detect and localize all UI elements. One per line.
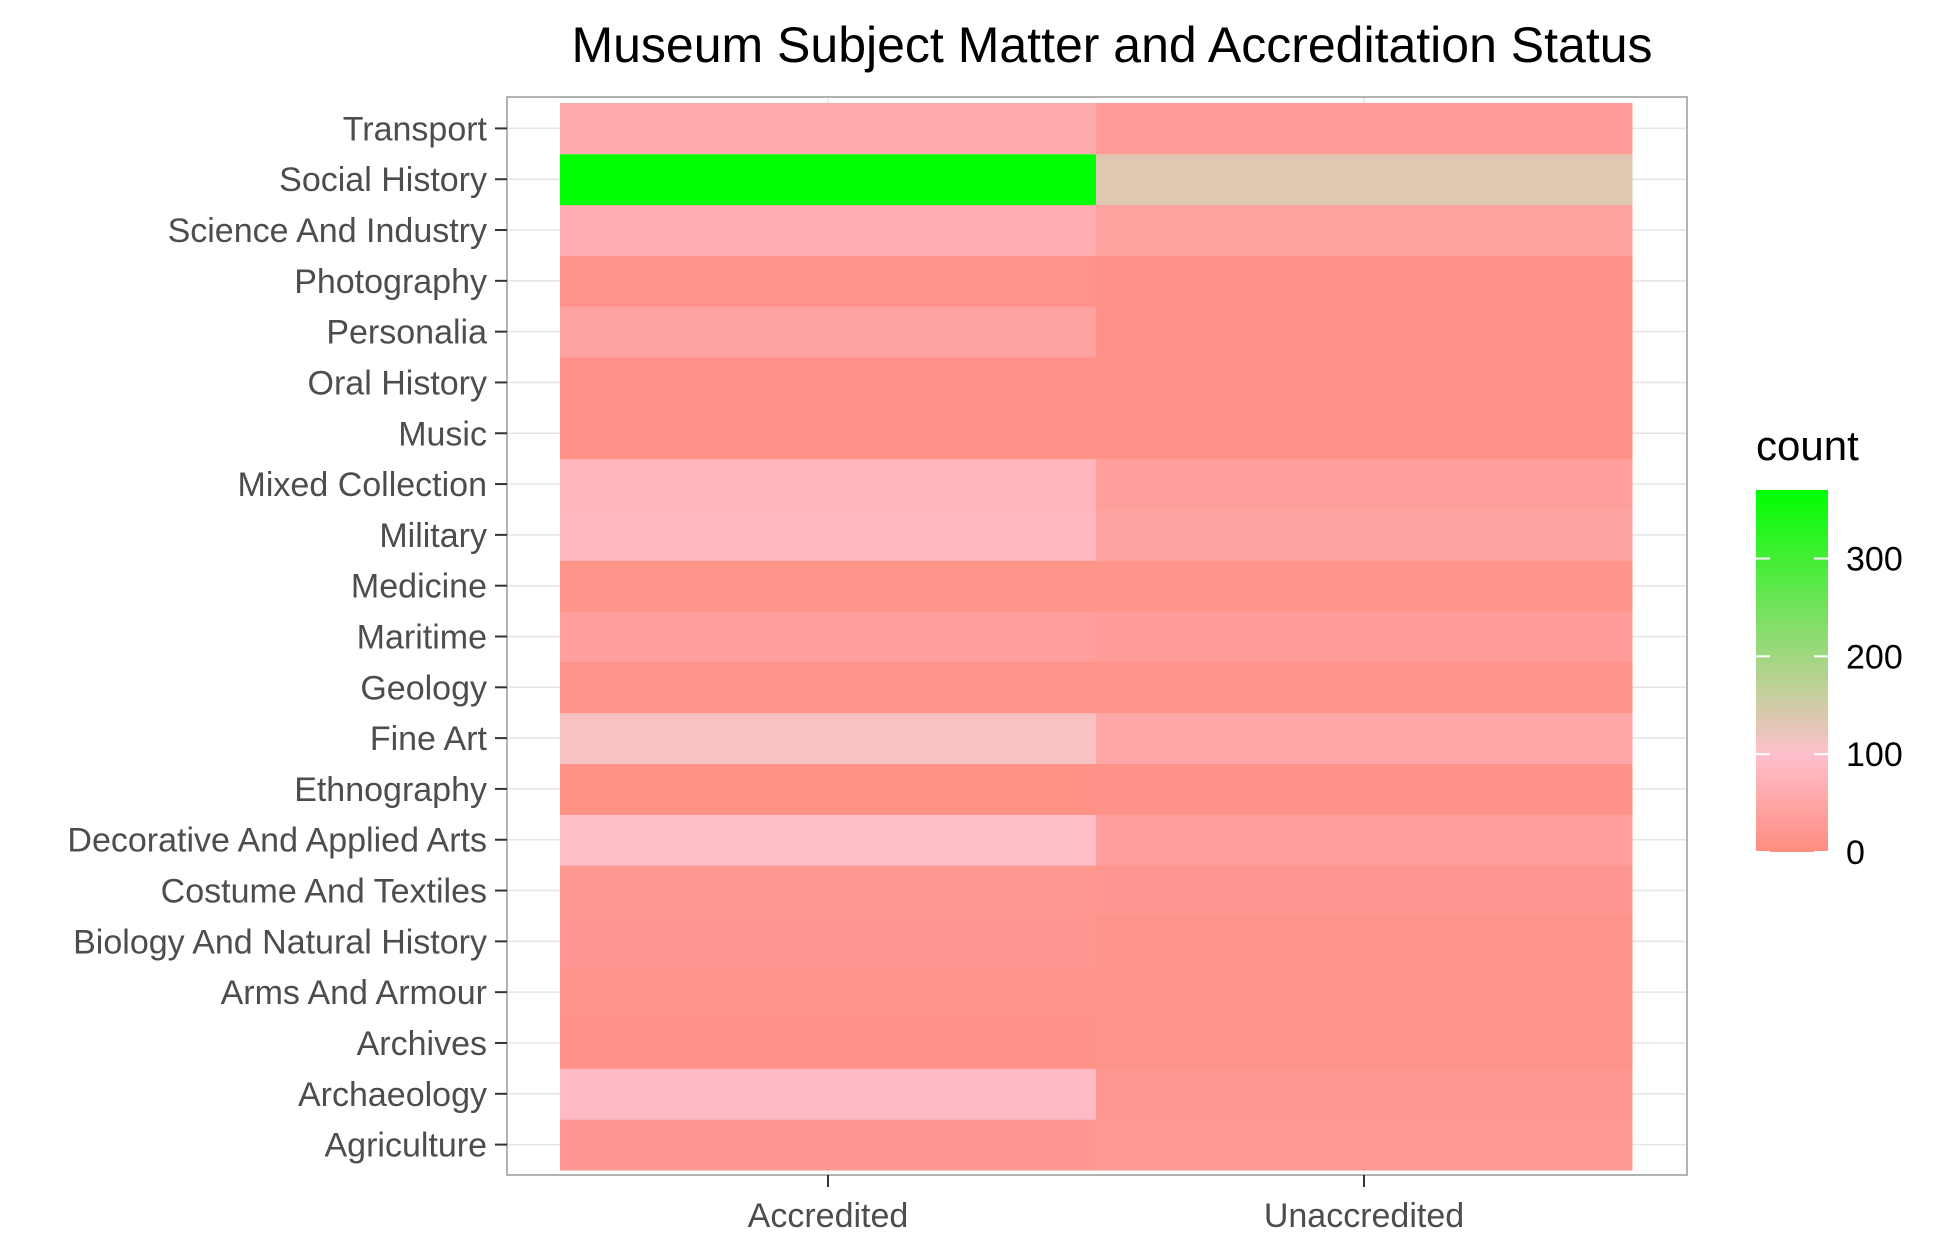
y-tick-label: Fine Art — [370, 720, 488, 758]
heatmap-tile-science-and-industry-unaccredited — [1096, 204, 1633, 256]
heatmap-tile-decorative-and-applied-arts-accredited — [560, 814, 1097, 866]
y-tick-label: Mixed Collection — [238, 466, 487, 504]
heatmap-tile-science-and-industry-accredited — [560, 204, 1097, 256]
y-tick-label: Agriculture — [324, 1127, 487, 1165]
heatmap-tile-geology-accredited — [560, 661, 1097, 714]
legend-tick-label: 300 — [1846, 540, 1903, 578]
heatmap-tile-decorative-and-applied-arts-unaccredited — [1096, 814, 1633, 866]
heatmap-tile-agriculture-accredited — [560, 1119, 1097, 1171]
heatmap-tile-fine-art-accredited — [560, 712, 1097, 765]
chart-title: Museum Subject Matter and Accreditation … — [571, 17, 1652, 73]
y-tick-label: Maritime — [357, 619, 487, 657]
y-tick-label: Medicine — [351, 568, 487, 606]
y-tick-label: Costume And Textiles — [161, 873, 487, 911]
heatmap-tile-photography-unaccredited — [1096, 255, 1633, 307]
legend-tick-label: 100 — [1846, 736, 1903, 774]
heatmap-tile-fine-art-unaccredited — [1096, 712, 1633, 765]
heatmap-tile-arms-and-armour-unaccredited — [1096, 966, 1633, 1019]
y-tick-label: Arms And Armour — [221, 974, 487, 1012]
legend-ticks: 0 100 200 300 — [1756, 540, 1903, 872]
y-tick-label: Social History — [279, 161, 487, 199]
legend-tick-label: 0 — [1846, 834, 1865, 872]
heatmap-tile-archives-unaccredited — [1096, 1017, 1633, 1069]
y-tick-label: Photography — [294, 263, 487, 301]
y-tick-label: Military — [379, 517, 487, 555]
heatmap-tile-mixed-collection-accredited — [560, 458, 1097, 510]
y-tick-label: Music — [398, 415, 487, 453]
heatmap-tile-ethnography-unaccredited — [1096, 763, 1633, 815]
y-tick-label: Geology — [360, 669, 487, 707]
legend-colorbar — [1756, 490, 1828, 852]
heatmap-tile-social-history-accredited — [560, 153, 1097, 206]
x-axis: Accredited Unaccredited — [748, 1175, 1464, 1235]
heatmap-tile-transport-accredited — [560, 103, 1097, 155]
heatmap-tile-photography-accredited — [560, 255, 1097, 307]
y-axis: Agriculture Archaeology Archives Arms And A… — [67, 110, 507, 1165]
y-tick-label: Archives — [357, 1025, 487, 1063]
legend-title: count — [1756, 422, 1859, 469]
x-tick-label: Unaccredited — [1264, 1197, 1464, 1235]
heatmap-tile-agriculture-unaccredited — [1096, 1119, 1633, 1171]
heatmap-tile-archaeology-accredited — [560, 1068, 1097, 1120]
y-tick-label: Personalia — [326, 314, 487, 352]
heatmap-tile-personalia-unaccredited — [1096, 306, 1633, 358]
heatmap-tile-ethnography-accredited — [560, 763, 1097, 815]
y-tick-label: Transport — [343, 110, 488, 148]
heatmap-tile-military-unaccredited — [1096, 509, 1633, 561]
y-tick-label: Biology And Natural History — [73, 923, 487, 961]
heatmap-tile-arms-and-armour-accredited — [560, 966, 1097, 1019]
heatmap-tile-costume-and-textiles-accredited — [560, 865, 1097, 917]
color-legend: count 0 100 200 300 — [1756, 422, 1903, 872]
heatmap-tile-maritime-unaccredited — [1096, 611, 1633, 663]
heatmap-tile-military-accredited — [560, 509, 1097, 561]
y-tick-label: Oral History — [308, 364, 487, 402]
heatmap-tile-costume-and-textiles-unaccredited — [1096, 865, 1633, 917]
heatmap-tile-oral-history-unaccredited — [1096, 357, 1633, 409]
y-tick-label: Decorative And Applied Arts — [67, 822, 487, 860]
heatmap-tile-oral-history-accredited — [560, 357, 1097, 409]
heatmap-tile-medicine-unaccredited — [1096, 560, 1633, 612]
heatmap-tile-archaeology-unaccredited — [1096, 1068, 1633, 1120]
y-tick-label: Science And Industry — [168, 212, 487, 250]
heatmap-tile-biology-and-natural-history-accredited — [560, 915, 1097, 968]
legend-tick-label: 200 — [1846, 638, 1903, 676]
heatmap-tile-archives-accredited — [560, 1017, 1097, 1069]
heatmap-tile-transport-unaccredited — [1096, 103, 1633, 155]
heatmap-tile-social-history-unaccredited — [1096, 153, 1633, 206]
heatmap-tile-maritime-accredited — [560, 611, 1097, 663]
heatmap-tile-geology-unaccredited — [1096, 661, 1633, 714]
heatmap-tile-mixed-collection-unaccredited — [1096, 458, 1633, 510]
y-tick-label: Archaeology — [298, 1076, 487, 1114]
heatmap-tile-music-accredited — [560, 407, 1097, 460]
plot-panel — [506, 96, 1688, 1176]
x-tick-label: Accredited — [748, 1197, 909, 1235]
y-tick-label: Ethnography — [294, 771, 487, 809]
heatmap-tile-medicine-accredited — [560, 560, 1097, 612]
heatmap-tile-music-unaccredited — [1096, 407, 1633, 460]
heatmap-tile-biology-and-natural-history-unaccredited — [1096, 915, 1633, 968]
heatmap-tile-personalia-accredited — [560, 306, 1097, 358]
